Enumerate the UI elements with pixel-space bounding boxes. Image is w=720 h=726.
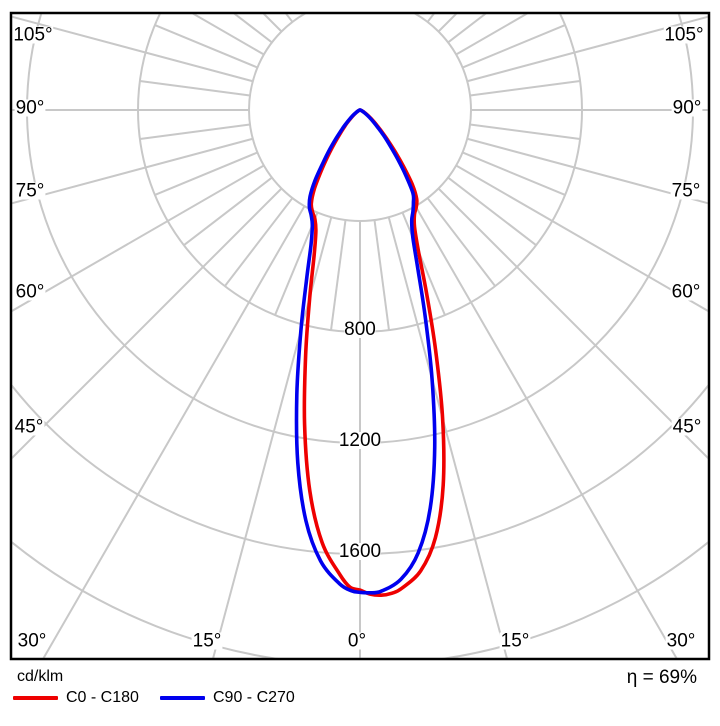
grid-ray-major-75-left: [12, 137, 254, 205]
legend-label-c0-c180: C0 - C180: [66, 689, 139, 706]
angle-label-1: 90°: [16, 98, 45, 119]
angle-label-2: 75°: [16, 181, 45, 202]
angle-label-4-halo: [13, 418, 45, 436]
legend-item-c90-c270: C90 - C270: [160, 689, 295, 707]
angle-label-3-halo: [14, 283, 46, 301]
grid-ray-minor-97.5-right: [469, 80, 581, 97]
angle-label-8: 15°: [501, 631, 530, 652]
curves: [294, 108, 446, 597]
angle-label-2-halo: [14, 182, 46, 200]
angle-label-5-halo: [16, 632, 48, 650]
angle-label-9: 30°: [667, 631, 696, 652]
angle-label-13-halo: [671, 99, 703, 117]
angle-label-14: 105°: [664, 25, 703, 46]
angle-label-0: 105°: [13, 25, 52, 46]
grid-ray-major-15-right: [387, 216, 508, 658]
angle-label-0-halo: [12, 26, 54, 44]
angle-label-6: 15°: [193, 631, 222, 652]
grid-ray-minor-37.5-left: [224, 197, 294, 287]
grid-ray-major-105-right: [466, 15, 708, 83]
angle-label-6-halo: [191, 632, 223, 650]
grid-ray-minor-67.5-right: [462, 151, 566, 196]
grid-ray-minor-7.5-left: [330, 219, 347, 331]
grid-ray-minor-52.5-right: [447, 176, 537, 246]
grid-ray-minor-97.5-left: [139, 80, 251, 97]
grid-ray-minor-7.5-right: [373, 219, 390, 331]
angle-label-12: 75°: [672, 181, 701, 202]
angle-label-4: 45°: [15, 417, 44, 438]
grid-ray-minor-22.5-right: [401, 212, 446, 316]
radial-label-800-halo: [344, 321, 376, 338]
radial-label-1200-halo: [339, 432, 381, 449]
grid-labels: 105° 90° 75° 60° 45° 30° 15° 0° 15° 30° 45° 60° 75° 9…: [12, 25, 705, 652]
legend-swatch-c90-c270: [160, 696, 205, 700]
grid-ray-major-105-left: [12, 15, 254, 83]
legend-swatch-c0-c180: [13, 696, 58, 700]
grid-ray-minor-52.5-left: [183, 176, 273, 246]
plot-frame: [9, 11, 711, 661]
grid-ray-major-30-right: [414, 205, 678, 658]
angle-label-11: 60°: [672, 282, 701, 303]
curve-C90-C270: [294, 108, 437, 595]
efficiency-label: η = 69%: [626, 667, 697, 688]
angle-label-9-halo: [665, 632, 697, 650]
angle-label-3: 60°: [16, 282, 45, 303]
grid-ray-major-30-left: [42, 205, 306, 658]
angle-label-10: 45°: [673, 417, 702, 438]
angle-label-1-halo: [14, 99, 46, 117]
angle-label-13: 90°: [673, 98, 702, 119]
grid-ray-minor-127.5-left: [233, 14, 273, 44]
angle-label-12-halo: [670, 182, 702, 200]
grid-ray-major-60-right: [455, 164, 708, 312]
radial-label-800: 800: [344, 319, 376, 340]
grid-ray-minor-112.5-left: [154, 24, 258, 69]
grid-ray-minor-82.5-right: [469, 123, 581, 140]
radial-label-1600-halo: [339, 543, 381, 560]
angle-label-14-halo: [663, 26, 705, 44]
grid-ray-minor-67.5-left: [154, 151, 258, 196]
legend-item-c0-c180: C0 - C180: [13, 689, 139, 707]
grid-ray-major-15-left: [212, 216, 333, 658]
grid-ray-minor-82.5-left: [139, 123, 251, 140]
grid-ray-minor-112.5-right: [462, 24, 566, 69]
grid-ray-major-45-right: [437, 187, 708, 460]
radial-label-1200: 1200: [339, 430, 381, 451]
angle-label-10-halo: [671, 418, 703, 436]
angle-label-7-halo: [346, 632, 368, 650]
radial-label-1600: 1600: [339, 541, 381, 562]
legend-label-c90-c270: C90 - C270: [213, 689, 295, 706]
angle-label-5: 30°: [18, 631, 47, 652]
grid-ray-major-75-right: [466, 137, 708, 205]
grid-ray-minor-127.5-right: [447, 14, 487, 44]
grid-ray-minor-37.5-right: [426, 197, 496, 287]
angle-label-11-halo: [670, 283, 702, 301]
angle-label-7: 0°: [348, 631, 366, 652]
units-label: cd/klm: [17, 668, 64, 685]
grid-ray-major-45-left: [12, 187, 283, 460]
angle-label-8-halo: [499, 632, 531, 650]
grid-ray-major-60-left: [12, 164, 265, 312]
